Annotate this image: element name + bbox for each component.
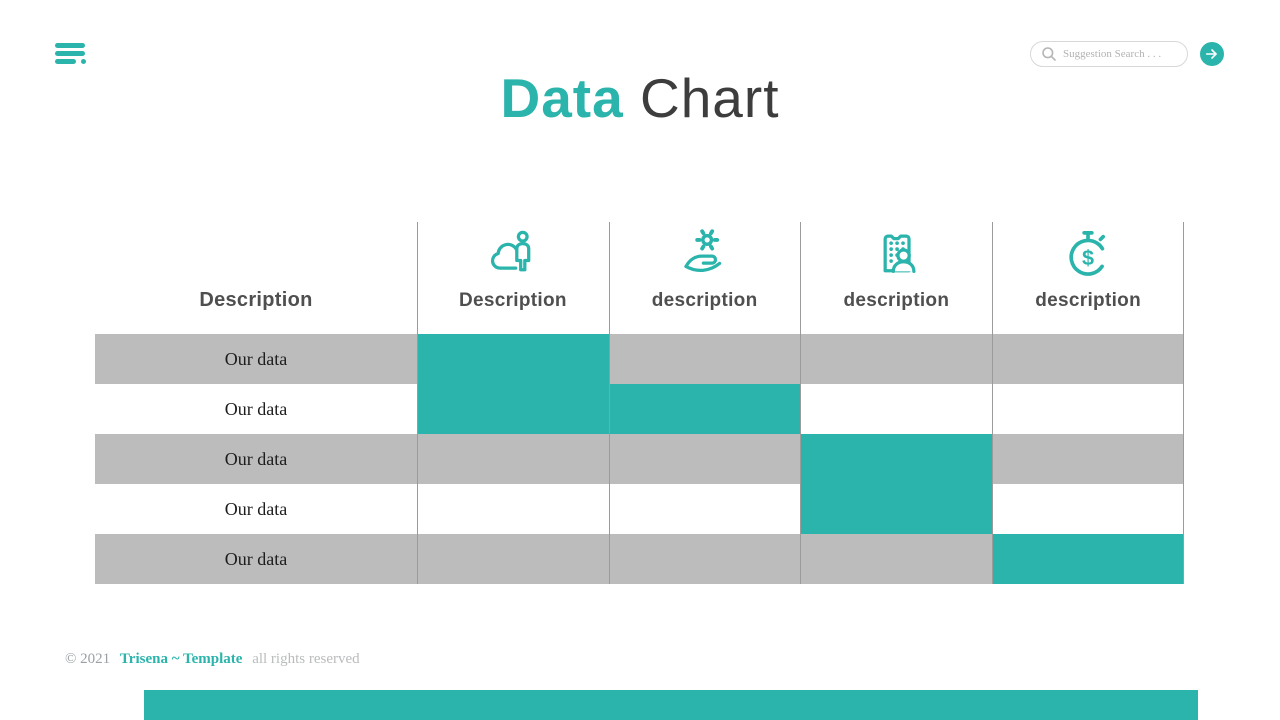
row-label-cell: Our data	[224, 498, 288, 519]
header-col-5: $ description	[992, 222, 1184, 334]
search-bar	[1030, 41, 1224, 67]
table-row: Our data	[95, 484, 1184, 534]
data-cell	[417, 434, 609, 484]
column-header-label: Description	[199, 289, 313, 311]
table-header: Description Description	[95, 222, 1184, 334]
money-timer-icon: $	[1062, 228, 1114, 280]
data-cell	[608, 534, 801, 584]
hamburger-menu-icon[interactable]	[55, 43, 86, 65]
row-label-cell: Our data	[95, 334, 417, 384]
data-cell	[800, 334, 993, 384]
header-col-2: Description	[417, 222, 609, 334]
table-row: Our data	[95, 434, 1184, 484]
page-title-rest: Chart	[640, 67, 780, 129]
data-cell	[417, 384, 609, 434]
data-cell	[608, 384, 801, 434]
data-cell	[417, 334, 609, 384]
search-input[interactable]	[1063, 48, 1177, 60]
copyright-footer: © 2021 Trisena ~ Template all rights res…	[65, 651, 360, 668]
row-label-cell: Our data	[95, 434, 417, 484]
data-chart-table: Description Description	[95, 222, 1184, 584]
row-label-cell: Our data	[224, 398, 288, 419]
data-cell	[608, 334, 801, 384]
search-icon	[1041, 46, 1063, 62]
column-divider	[609, 222, 610, 584]
data-cell	[800, 484, 993, 534]
menu-bar	[55, 51, 85, 56]
menu-bar	[55, 43, 85, 48]
data-cell	[800, 534, 993, 584]
column-header-label: description	[651, 290, 758, 311]
column-divider	[417, 222, 418, 584]
page-title: Data Chart	[0, 66, 1280, 130]
data-cell	[608, 434, 801, 484]
column-divider	[1183, 222, 1184, 584]
column-divider	[992, 222, 993, 584]
data-cell	[801, 384, 993, 434]
building-person-icon	[870, 228, 922, 280]
copyright-prefix: © 2021	[65, 651, 111, 667]
table-row: Our data	[95, 334, 1184, 384]
column-header-label: description	[1035, 290, 1141, 311]
row-label-cell: Our data	[95, 534, 417, 584]
brand-link[interactable]: Trisena ~ Template	[119, 651, 243, 667]
copyright-suffix: all rights reserved	[252, 651, 360, 667]
column-header-label: Description	[458, 290, 567, 311]
data-cell	[417, 534, 609, 584]
data-cell	[992, 334, 1184, 384]
column-header-label: description	[843, 290, 950, 311]
header-description: Description	[95, 222, 417, 334]
hand-gear-icon	[679, 228, 731, 280]
table-row: Our data	[95, 534, 1184, 584]
data-cell	[992, 434, 1184, 484]
search-field[interactable]	[1030, 41, 1188, 67]
data-cell	[417, 484, 609, 534]
header-col-3: description	[609, 222, 801, 334]
cloud-user-icon	[487, 228, 539, 280]
data-cell	[609, 484, 801, 534]
column-divider	[800, 222, 801, 584]
data-cell	[992, 384, 1184, 434]
page-title-accent: Data	[500, 67, 624, 129]
table-body: Our data Our data Our data Our data	[95, 334, 1184, 584]
svg-text:$: $	[1082, 245, 1094, 270]
menu-bar-dot	[81, 59, 86, 64]
data-cell	[992, 484, 1184, 534]
bottom-accent-bar	[144, 690, 1198, 720]
data-cell	[992, 534, 1184, 584]
header-col-4: description	[801, 222, 993, 334]
search-submit-button[interactable]	[1200, 42, 1224, 66]
data-cell	[800, 434, 993, 484]
arrow-right-icon	[1204, 46, 1220, 62]
menu-bar	[55, 59, 76, 64]
table-row: Our data	[95, 384, 1184, 434]
